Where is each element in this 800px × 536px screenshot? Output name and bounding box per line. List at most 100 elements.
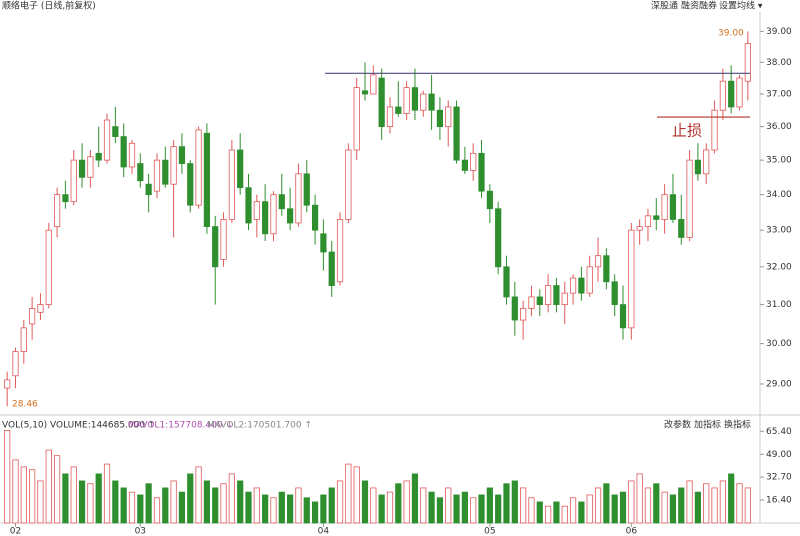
volume-bar: [212, 487, 219, 524]
candle-body: [594, 255, 602, 268]
volume-bar: [711, 487, 718, 524]
candle-body: [4, 379, 11, 389]
volume-bar: [78, 480, 86, 524]
candle-body: [320, 233, 327, 253]
candle-body: [528, 296, 535, 309]
volume-bar: [95, 473, 102, 524]
candle-body: [603, 255, 610, 283]
volume-bar: [436, 497, 444, 524]
volume-bar: [287, 494, 294, 524]
volume-bar: [644, 487, 652, 524]
annotation: 止损: [672, 122, 702, 140]
candle-body: [237, 149, 244, 189]
button[interactable]: 换指标: [724, 419, 751, 431]
candle-body: [228, 149, 235, 220]
volume-bar: [20, 466, 27, 524]
candle-body: [644, 215, 652, 227]
candle-body: [162, 159, 169, 185]
volume-bar: [328, 487, 335, 524]
volume-bar: [170, 480, 177, 524]
volume-bar: [686, 480, 693, 524]
volume-bar: [603, 483, 610, 524]
candle-body: [511, 296, 518, 321]
candle-body: [253, 201, 260, 220]
volume-bar: [703, 483, 710, 524]
y-tick-label: 35.00: [766, 156, 792, 166]
volume-bar: [336, 480, 344, 524]
y-tick-label: 33.00: [766, 226, 792, 236]
candle-body: [703, 149, 710, 175]
candle-body: [178, 146, 186, 164]
volume-bar: [636, 473, 643, 524]
candle-body: [45, 229, 52, 305]
candle-body: [478, 152, 485, 192]
candle-body: [195, 129, 202, 206]
candle-body: [428, 93, 435, 111]
link[interactable]: 深股通: [651, 1, 678, 12]
candle-body: [628, 229, 635, 329]
volume-bar: [728, 473, 735, 524]
volume-bar: [311, 501, 319, 524]
candle-body: [420, 93, 427, 111]
candle-body: [403, 87, 410, 114]
x-tick-label: 04: [318, 527, 330, 536]
button[interactable]: 改参数: [664, 419, 691, 431]
volume-bar: [678, 487, 685, 524]
volume-bar: [586, 494, 593, 524]
min-label: 28.46: [12, 400, 38, 410]
candle-body: [561, 292, 568, 305]
vol-tick-label: 49.00: [766, 450, 792, 460]
candle-body: [470, 152, 477, 171]
candle-body: [53, 194, 61, 227]
volume-bar: [528, 497, 535, 524]
candle-body: [345, 149, 352, 220]
volume-bar: [70, 466, 77, 524]
candle-body: [287, 208, 294, 224]
volume-bar: [187, 473, 194, 524]
volume-bar: [719, 480, 726, 524]
volume-bar: [53, 455, 61, 524]
volume-bar: [569, 497, 577, 524]
candle-body: [453, 106, 460, 161]
volume-bar: [145, 483, 152, 524]
y-tick-label: 29.00: [766, 379, 792, 389]
candle-body: [220, 219, 227, 260]
volume-bar: [403, 480, 410, 524]
volume-bar: [411, 473, 419, 524]
volume-bar: [162, 487, 169, 524]
candle-body: [436, 109, 444, 128]
volume-bar: [203, 480, 210, 524]
candle-body: [461, 159, 468, 171]
candle-body: [245, 187, 252, 224]
candle-body: [270, 194, 277, 235]
volume-bar: [37, 480, 44, 524]
candle-body: [545, 285, 552, 305]
vol-header: VOL(5,10): [2, 421, 47, 431]
x-tick-label: 06: [626, 527, 638, 536]
volume-bar: [495, 494, 502, 524]
candle-body: [636, 226, 643, 231]
candle-body: [611, 281, 618, 305]
candle-body: [411, 87, 419, 111]
candle-body: [669, 194, 677, 220]
volume-bar: [694, 491, 702, 524]
candle-body: [328, 251, 335, 286]
volume-bar: [4, 430, 11, 524]
volume-bar: [520, 487, 527, 524]
volume-bar: [29, 469, 36, 524]
candle-body: [295, 173, 302, 224]
candle-body: [70, 159, 77, 203]
x-tick-label: 03: [135, 527, 146, 536]
candle-body: [503, 266, 510, 298]
candle-body: [128, 142, 136, 168]
vol-tick-label: 32.70: [766, 473, 792, 483]
link[interactable]: 融资融券: [681, 0, 717, 12]
volume-bar: [386, 491, 394, 524]
volume-bar: [461, 491, 468, 524]
volume-bar: [420, 487, 427, 524]
link[interactable]: 设置均线 ▾: [719, 0, 763, 12]
button[interactable]: 加指标: [694, 419, 721, 431]
candle-body: [153, 159, 161, 192]
candle-body: [553, 285, 560, 305]
